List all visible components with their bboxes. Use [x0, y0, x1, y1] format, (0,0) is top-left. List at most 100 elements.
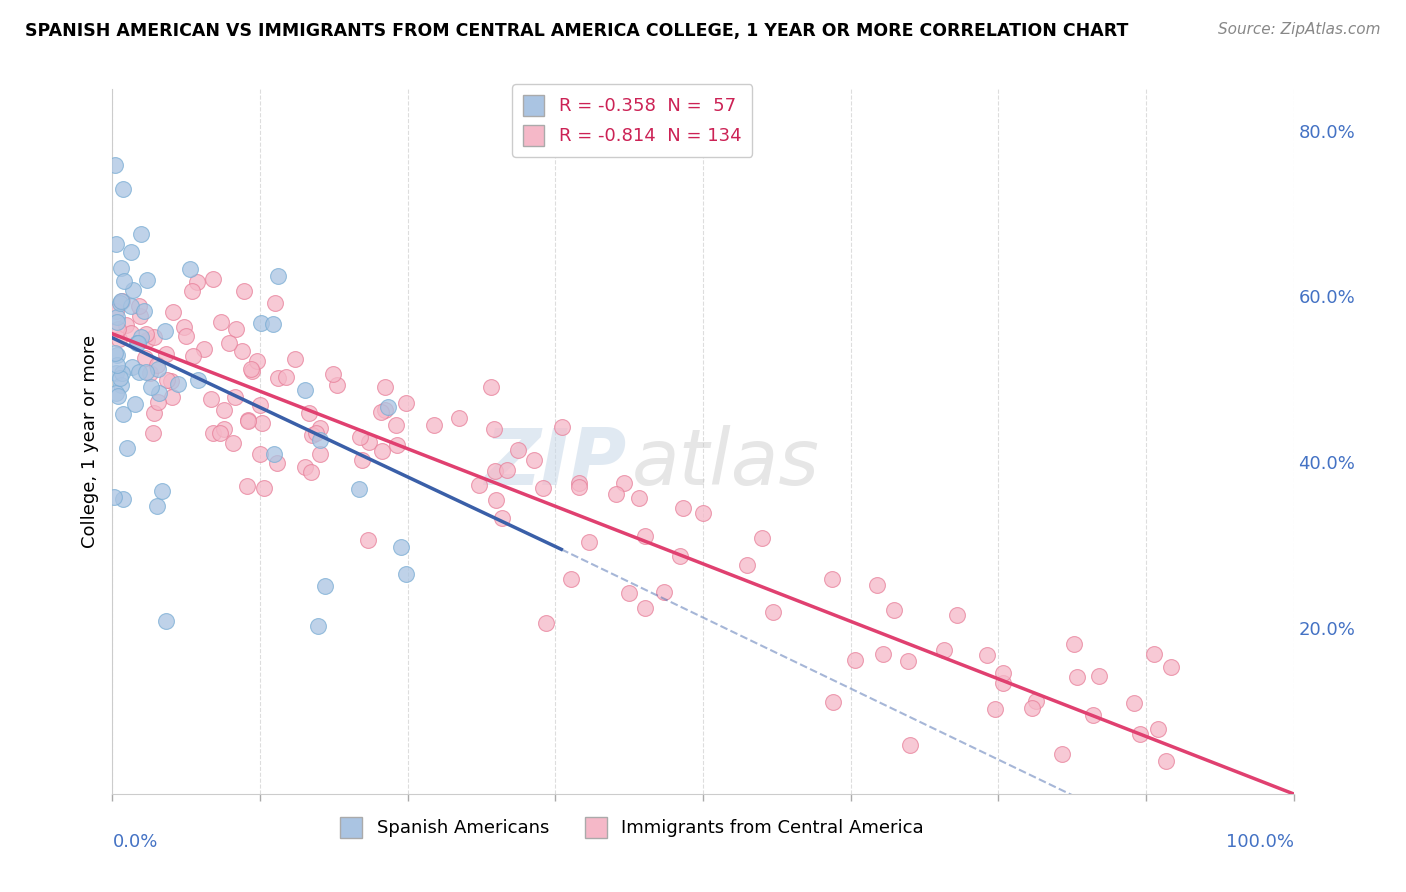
- Point: [347, 483, 370, 497]
- Point: [298, 406, 321, 420]
- Point: [496, 462, 519, 476]
- Point: [934, 643, 956, 657]
- Point: [202, 426, 225, 441]
- Point: [107, 389, 129, 403]
- Point: [266, 456, 288, 470]
- Point: [132, 304, 155, 318]
- Point: [209, 315, 232, 329]
- Point: [225, 322, 247, 336]
- Point: [173, 319, 195, 334]
- Point: [266, 371, 288, 385]
- Point: [135, 273, 157, 287]
- Point: [821, 572, 844, 586]
- Point: [212, 422, 235, 436]
- Point: [218, 336, 240, 351]
- Point: [883, 603, 905, 617]
- Point: [155, 373, 177, 387]
- Point: [155, 615, 177, 629]
- Point: [946, 607, 969, 622]
- Point: [253, 482, 276, 496]
- Y-axis label: College, 1 year or more: College, 1 year or more: [80, 335, 98, 548]
- Point: [485, 492, 508, 507]
- Point: [534, 615, 557, 630]
- Text: 0.0%: 0.0%: [112, 832, 157, 851]
- Point: [294, 383, 316, 397]
- Point: [352, 453, 374, 467]
- Point: [325, 378, 347, 392]
- Point: [484, 464, 506, 478]
- Point: [174, 329, 197, 343]
- Legend: Spanish Americans, Immigrants from Central America: Spanish Americans, Immigrants from Centr…: [333, 809, 931, 845]
- Point: [148, 386, 170, 401]
- Point: [212, 402, 235, 417]
- Point: [374, 403, 396, 417]
- Point: [193, 342, 215, 356]
- Point: [129, 330, 152, 344]
- Point: [162, 305, 184, 319]
- Point: [370, 404, 392, 418]
- Point: [1154, 754, 1177, 768]
- Point: [692, 507, 714, 521]
- Point: [112, 274, 135, 288]
- Point: [976, 648, 998, 663]
- Point: [110, 377, 132, 392]
- Point: [305, 425, 328, 440]
- Point: [103, 491, 125, 505]
- Point: [672, 501, 695, 516]
- Point: [202, 271, 225, 285]
- Point: [896, 654, 918, 668]
- Point: [619, 586, 641, 600]
- Text: atlas: atlas: [633, 425, 820, 500]
- Point: [107, 322, 129, 336]
- Point: [107, 332, 129, 346]
- Point: [139, 379, 162, 393]
- Point: [236, 479, 259, 493]
- Point: [371, 444, 394, 458]
- Point: [181, 349, 204, 363]
- Point: [578, 535, 600, 549]
- Point: [159, 374, 181, 388]
- Point: [276, 369, 298, 384]
- Point: [142, 425, 165, 440]
- Point: [142, 406, 165, 420]
- Point: [634, 528, 657, 542]
- Point: [349, 430, 371, 444]
- Point: [568, 476, 591, 491]
- Point: [142, 330, 165, 344]
- Point: [187, 372, 209, 386]
- Point: [294, 460, 316, 475]
- Point: [993, 665, 1015, 680]
- Point: [181, 285, 204, 299]
- Point: [735, 558, 758, 573]
- Point: [1025, 694, 1047, 708]
- Point: [377, 400, 399, 414]
- Point: [1129, 727, 1152, 741]
- Point: [484, 422, 506, 436]
- Point: [110, 367, 132, 381]
- Point: [139, 367, 162, 381]
- Point: [309, 447, 332, 461]
- Point: [239, 362, 262, 376]
- Point: [479, 380, 502, 394]
- Point: [1123, 696, 1146, 710]
- Text: 100.0%: 100.0%: [1226, 832, 1294, 851]
- Point: [395, 567, 418, 582]
- Point: [104, 346, 127, 360]
- Point: [449, 411, 471, 425]
- Point: [105, 348, 128, 362]
- Point: [613, 475, 636, 490]
- Point: [301, 427, 323, 442]
- Point: [146, 359, 169, 373]
- Point: [560, 572, 582, 586]
- Point: [1143, 647, 1166, 661]
- Point: [152, 483, 174, 498]
- Point: [263, 296, 285, 310]
- Point: [568, 480, 591, 494]
- Point: [134, 351, 156, 365]
- Point: [124, 397, 146, 411]
- Point: [135, 365, 157, 379]
- Point: [627, 491, 650, 506]
- Point: [844, 653, 866, 667]
- Point: [105, 315, 128, 329]
- Point: [605, 486, 627, 500]
